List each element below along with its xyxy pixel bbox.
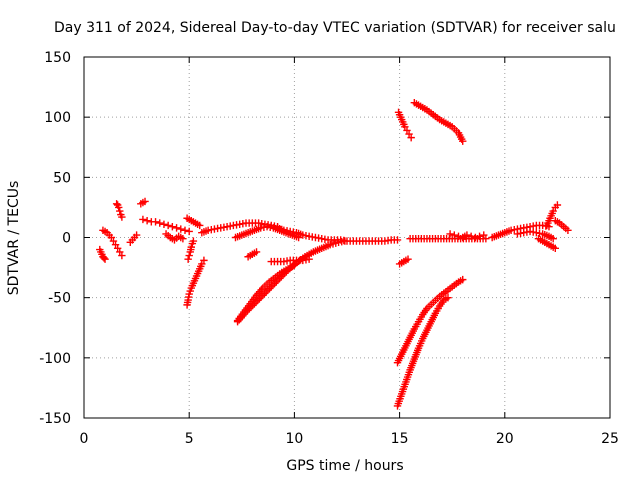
data-point bbox=[184, 255, 192, 263]
data-point bbox=[100, 254, 108, 262]
data-point bbox=[181, 226, 189, 234]
y-tick-label: -100 bbox=[39, 351, 71, 367]
data-point bbox=[471, 233, 480, 242]
data-point bbox=[185, 251, 193, 260]
data-point bbox=[393, 236, 402, 244]
data-point bbox=[118, 213, 126, 221]
data-point bbox=[200, 256, 208, 265]
data-point bbox=[480, 231, 488, 239]
data-point bbox=[177, 225, 185, 233]
data-point bbox=[450, 231, 459, 239]
data-point bbox=[326, 241, 334, 249]
ticks-layer: 0 5 10 15 20 25 -150 -100 -50 0 50 100 150 bbox=[39, 50, 619, 447]
data-point bbox=[294, 233, 303, 242]
data-point bbox=[143, 216, 151, 225]
x-tick-label: 10 bbox=[285, 431, 303, 447]
data-point bbox=[132, 231, 141, 239]
y-tick-label: 50 bbox=[53, 170, 71, 186]
data-point bbox=[141, 197, 149, 206]
data-point bbox=[185, 290, 193, 298]
x-tick-label: 5 bbox=[185, 431, 194, 447]
y-tick-label: 0 bbox=[62, 231, 71, 247]
data-point bbox=[116, 207, 124, 215]
x-axis-label: GPS time / hours bbox=[286, 458, 403, 474]
data-point bbox=[252, 248, 261, 256]
data-point-fill bbox=[332, 239, 340, 247]
data-point bbox=[467, 232, 475, 240]
data-point bbox=[341, 237, 349, 245]
data-point bbox=[168, 222, 177, 231]
y-axis-label: SDTVAR / TECUs bbox=[6, 181, 22, 296]
plot-frame bbox=[83, 56, 611, 419]
data-point bbox=[459, 275, 467, 284]
chart-title: Day 311 of 2024, Sidereal Day-to-day VTE… bbox=[54, 20, 616, 36]
y-tick-label: -150 bbox=[39, 411, 71, 427]
data-point bbox=[115, 203, 123, 212]
data-point bbox=[164, 221, 172, 230]
data-point bbox=[475, 232, 484, 240]
data-point bbox=[187, 243, 196, 251]
data-point bbox=[404, 255, 412, 263]
data-point-fill bbox=[329, 240, 337, 248]
x-tick-label: 20 bbox=[496, 431, 514, 447]
data-point bbox=[172, 224, 181, 232]
data-point bbox=[551, 244, 559, 253]
data-point bbox=[151, 218, 160, 226]
data-point bbox=[189, 237, 198, 245]
x-tick-label: 15 bbox=[391, 431, 409, 447]
y-tick-label: 100 bbox=[44, 110, 71, 126]
data-point bbox=[444, 293, 452, 302]
points-layer bbox=[96, 99, 572, 410]
data-point bbox=[139, 215, 147, 224]
y-tick-label: -50 bbox=[48, 291, 71, 307]
data-point-fill bbox=[186, 287, 194, 295]
data-point bbox=[446, 230, 454, 238]
data-point bbox=[118, 251, 126, 260]
data-point bbox=[185, 227, 193, 236]
y-tick-label: 150 bbox=[44, 50, 71, 66]
data-point bbox=[156, 219, 164, 227]
data-point bbox=[564, 226, 572, 234]
data-point bbox=[454, 232, 463, 240]
data-point bbox=[549, 235, 557, 243]
data-point bbox=[553, 201, 562, 209]
data-point bbox=[407, 133, 415, 142]
data-point bbox=[179, 235, 187, 243]
data-point bbox=[459, 137, 467, 145]
data-point bbox=[101, 255, 109, 263]
data-point bbox=[196, 221, 204, 230]
data-point bbox=[305, 255, 313, 263]
x-tick-label: 0 bbox=[80, 431, 89, 447]
x-tick-label: 25 bbox=[601, 431, 619, 447]
data-point bbox=[463, 231, 471, 239]
data-point bbox=[160, 220, 168, 228]
